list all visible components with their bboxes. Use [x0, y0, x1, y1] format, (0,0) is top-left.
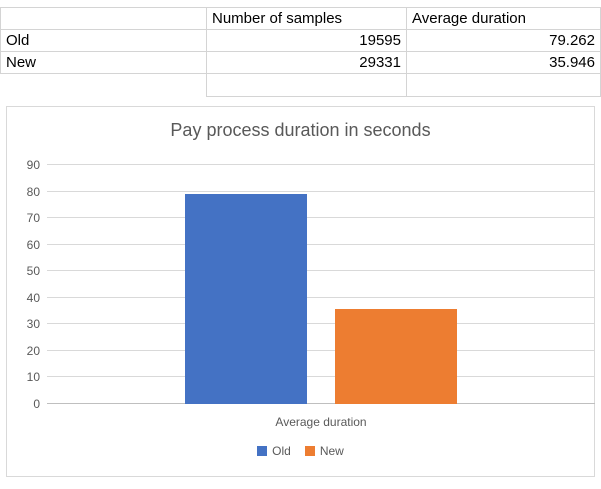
- cell-new-samples[interactable]: 29331: [206, 51, 407, 74]
- data-table: Number of samples Average duration Old 1…: [0, 7, 601, 97]
- y-tick-label: 90: [26, 158, 40, 172]
- cell-old-label[interactable]: Old: [0, 29, 207, 52]
- cell-empty[interactable]: [406, 73, 601, 97]
- gridline: [47, 243, 595, 245]
- legend-swatch: [304, 446, 315, 456]
- table-empty-row: [1, 73, 601, 97]
- bar-chart[interactable]: Pay process duration in seconds 0 10 20 30 4…: [6, 106, 595, 477]
- y-tick-label: 80: [26, 184, 40, 199]
- bar-new[interactable]: [335, 308, 457, 404]
- y-tick-label: 70: [26, 211, 40, 226]
- gridline: [47, 403, 595, 404]
- gridline: [47, 190, 595, 192]
- header-average-duration[interactable]: Average duration: [406, 7, 601, 30]
- cell-a1[interactable]: [0, 7, 207, 30]
- x-axis-label: Average duration: [275, 415, 367, 429]
- gridline: [47, 164, 595, 165]
- y-tick-label: 60: [26, 237, 40, 252]
- cell-new-label[interactable]: New: [0, 51, 207, 74]
- cell-old-samples[interactable]: 19595: [206, 29, 407, 52]
- chart-title: Pay process duration in seconds: [170, 120, 431, 140]
- bars-group: [47, 165, 595, 404]
- header-number-of-samples[interactable]: Number of samples: [206, 7, 407, 30]
- gridline: [47, 270, 595, 272]
- chart-legend: Old New: [7, 444, 594, 458]
- cell-empty[interactable]: [206, 73, 407, 97]
- cell-old-avg-duration[interactable]: 79.262: [406, 29, 601, 52]
- y-tick-label: 50: [26, 264, 40, 279]
- y-axis: 0 10 20 30 40 50 60 70 80 90: [7, 159, 40, 410]
- table-row: New 29331 35.946: [0, 51, 601, 74]
- y-tick-label: 40: [26, 290, 40, 305]
- y-tick-label: 0: [33, 397, 40, 411]
- table-row: Old 19595 79.262: [0, 29, 601, 52]
- legend-label: New: [319, 444, 344, 458]
- cell-new-avg-duration[interactable]: 35.946: [406, 51, 601, 74]
- bar-old[interactable]: [185, 193, 307, 404]
- cell-empty[interactable]: [1, 74, 207, 97]
- y-tick-label: 30: [26, 317, 40, 332]
- gridline: [47, 217, 595, 219]
- plot-area: [47, 164, 595, 404]
- gridline: [47, 376, 595, 378]
- legend-item-old[interactable]: Old: [257, 444, 291, 458]
- table-header-row: Number of samples Average duration: [0, 7, 601, 30]
- legend-label: Old: [272, 444, 291, 458]
- legend-item-new[interactable]: New: [304, 444, 344, 458]
- legend-swatch: [257, 446, 268, 456]
- y-tick-label: 10: [26, 370, 40, 385]
- y-tick-label: 20: [26, 343, 40, 358]
- gridline: [47, 323, 595, 325]
- gridline: [47, 349, 595, 351]
- gridline: [47, 296, 595, 298]
